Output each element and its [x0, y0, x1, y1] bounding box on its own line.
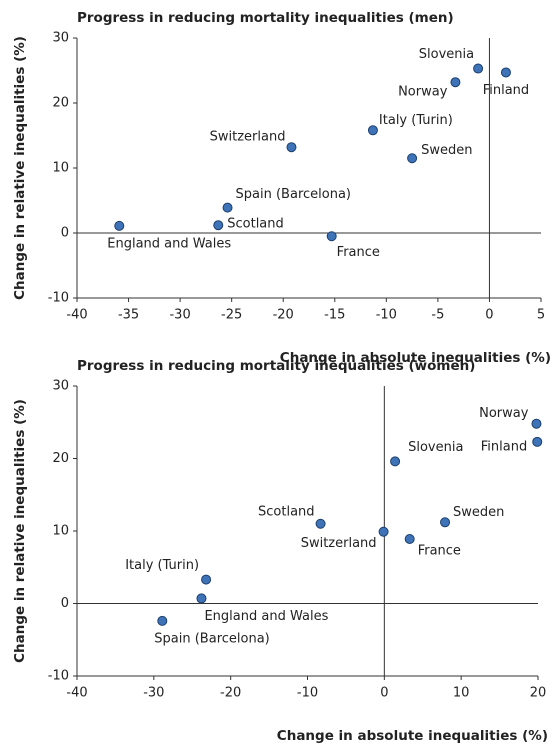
y-tick-label: 20	[52, 96, 69, 111]
point	[201, 574, 212, 585]
point	[315, 518, 326, 529]
point-label: Switzerland	[301, 536, 377, 551]
x-axis-label: Change in absolute inequalities (%)	[280, 350, 551, 366]
point-label: France	[337, 245, 380, 260]
y-axis-label: Change in relative inequalities (%)	[12, 36, 28, 300]
point-label: England and Wales	[204, 609, 328, 624]
chart-title: Progress in reducing mortality inequalit…	[77, 10, 454, 26]
point	[367, 125, 378, 136]
y-axis-label: Change in relative inequalities (%)	[12, 399, 28, 663]
point-label: Finland	[481, 439, 527, 454]
y-tick-label: -10	[48, 291, 69, 306]
y-tick-label: 10	[52, 161, 69, 176]
point	[390, 456, 401, 467]
x-tick-label: -40	[66, 308, 87, 323]
point	[286, 142, 297, 153]
point-label: Slovenia	[408, 440, 463, 455]
point-label: Sweden	[421, 143, 472, 158]
point-label: Finland	[483, 83, 529, 98]
point-label: Scotland	[258, 504, 315, 519]
x-tick-label: -20	[273, 308, 294, 323]
x-tick-label: -20	[220, 686, 241, 701]
x-axis-label: Change in absolute inequalities (%)	[277, 728, 548, 744]
point	[404, 533, 415, 544]
point	[114, 220, 125, 231]
point-label: Slovenia	[419, 47, 474, 62]
point-label: Spain (Barcelona)	[236, 187, 351, 202]
x-tick-label: 0	[485, 308, 493, 323]
x-tick-label: -15	[324, 308, 345, 323]
x-tick-label: -10	[376, 308, 397, 323]
y-tick-label: -10	[48, 669, 69, 684]
point-label: Spain (Barcelona)	[154, 631, 269, 646]
point-label: Sweden	[453, 505, 504, 520]
x-tick-label: -10	[297, 686, 318, 701]
x-tick-label: -40	[66, 686, 87, 701]
x-tick-label: -5	[431, 308, 444, 323]
point-label: Italy (Turin)	[125, 558, 199, 573]
point	[407, 153, 418, 164]
point	[222, 202, 233, 213]
point-label: England and Wales	[107, 236, 231, 251]
point-label: Italy (Turin)	[379, 113, 453, 128]
point-label: France	[418, 543, 461, 558]
point	[440, 517, 451, 528]
point	[532, 436, 543, 447]
point-label: Norway	[479, 406, 529, 421]
x-tick-label: -30	[143, 686, 164, 701]
y-tick-label: 30	[52, 31, 69, 46]
point	[450, 77, 461, 88]
point	[531, 418, 542, 429]
y-tick-label: 30	[52, 379, 69, 394]
point	[157, 615, 168, 626]
x-tick-label: -25	[221, 308, 242, 323]
point	[500, 67, 511, 78]
point-label: Norway	[398, 85, 448, 100]
x-tick-label: 20	[530, 686, 547, 701]
point	[326, 231, 337, 242]
point	[196, 593, 207, 604]
point	[213, 220, 224, 231]
point	[378, 526, 389, 537]
y-tick-label: 20	[52, 451, 69, 466]
x-tick-label: 0	[380, 686, 388, 701]
x-tick-label: 10	[453, 686, 470, 701]
x-tick-label: 5	[537, 308, 545, 323]
chart-title: Progress in reducing mortality inequalit…	[77, 358, 475, 374]
y-tick-label: 0	[61, 226, 69, 241]
y-tick-label: 0	[61, 596, 69, 611]
y-tick-label: 10	[52, 524, 69, 539]
x-tick-label: -35	[118, 308, 139, 323]
point	[473, 63, 484, 74]
point-label: Switzerland	[210, 130, 286, 145]
point-label: Scotland	[227, 217, 284, 232]
x-tick-label: -30	[169, 308, 190, 323]
